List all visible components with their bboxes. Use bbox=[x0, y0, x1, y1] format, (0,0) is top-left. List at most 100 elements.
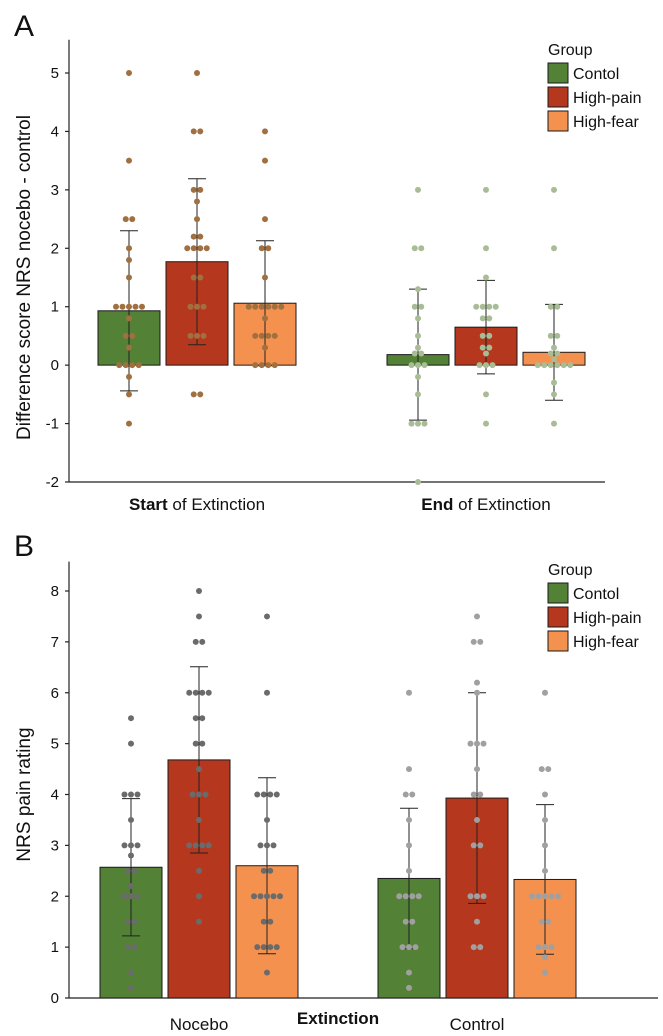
data-point bbox=[538, 918, 545, 925]
data-point bbox=[260, 867, 267, 874]
data-point bbox=[189, 791, 196, 798]
data-point bbox=[122, 332, 129, 339]
data-point bbox=[402, 918, 409, 925]
data-point bbox=[402, 791, 409, 798]
data-point bbox=[197, 233, 204, 240]
data-point bbox=[535, 893, 542, 900]
category-text-part: Nocebo bbox=[170, 1015, 229, 1034]
data-point bbox=[202, 791, 209, 798]
data-point bbox=[541, 362, 548, 369]
data-point bbox=[197, 391, 204, 398]
y-tick-label: 0 bbox=[51, 357, 59, 374]
data-point bbox=[260, 791, 267, 798]
data-point bbox=[205, 689, 212, 696]
data-point bbox=[270, 842, 277, 849]
data-point bbox=[262, 315, 268, 322]
data-point bbox=[258, 362, 265, 369]
data-point bbox=[196, 893, 202, 900]
data-point bbox=[551, 379, 557, 386]
data-point bbox=[474, 740, 480, 747]
data-point bbox=[134, 842, 141, 849]
data-point bbox=[122, 216, 129, 223]
data-point bbox=[265, 332, 272, 339]
data-point bbox=[260, 944, 267, 951]
data-point bbox=[192, 740, 199, 747]
data-point bbox=[196, 867, 202, 874]
legend-swatch bbox=[547, 582, 569, 604]
data-point bbox=[411, 303, 418, 310]
data-point bbox=[194, 216, 200, 223]
data-point bbox=[129, 332, 136, 339]
data-point bbox=[548, 944, 555, 951]
data-point bbox=[197, 186, 204, 193]
data-point bbox=[477, 944, 484, 951]
data-point bbox=[251, 893, 257, 900]
data-point bbox=[194, 198, 200, 205]
y-tick-label: 7 bbox=[51, 634, 59, 651]
data-point bbox=[121, 842, 128, 849]
y-tick-label: 5 bbox=[51, 65, 59, 82]
data-point bbox=[483, 245, 489, 252]
data-point bbox=[257, 842, 264, 849]
data-point bbox=[411, 350, 418, 357]
data-point bbox=[415, 332, 421, 339]
data-point bbox=[483, 362, 489, 369]
data-point bbox=[199, 689, 206, 696]
data-point bbox=[252, 362, 259, 369]
data-point bbox=[252, 332, 259, 339]
data-point bbox=[197, 274, 204, 281]
y-tick-label: -2 bbox=[46, 474, 59, 491]
legend-item-label: High-pain bbox=[573, 610, 641, 627]
data-point bbox=[258, 303, 265, 310]
data-point bbox=[262, 128, 268, 135]
data-point bbox=[199, 638, 206, 645]
data-point bbox=[128, 893, 134, 900]
data-point bbox=[406, 867, 412, 874]
data-point bbox=[474, 766, 480, 773]
chart-panel-a: A -2 -1 0 1 2 3 4 5 Difference score NRS nocebo -… bbox=[14, 10, 641, 514]
data-point bbox=[196, 816, 202, 823]
data-point bbox=[551, 186, 557, 193]
data-point bbox=[545, 918, 552, 925]
data-point bbox=[483, 350, 489, 357]
legend-swatch bbox=[547, 110, 569, 132]
data-point bbox=[554, 303, 561, 310]
data-point bbox=[126, 245, 132, 252]
data-point bbox=[406, 816, 412, 823]
data-point bbox=[196, 918, 202, 925]
data-point bbox=[415, 893, 422, 900]
data-point bbox=[467, 893, 474, 900]
data-point bbox=[542, 954, 548, 961]
data-point bbox=[542, 893, 548, 900]
data-point bbox=[124, 944, 131, 951]
data-point bbox=[542, 969, 548, 976]
data-point bbox=[128, 984, 134, 991]
data-point bbox=[134, 791, 141, 798]
legend-item-label: High-pain bbox=[573, 90, 641, 107]
x-category-label: End of Extinction bbox=[421, 495, 550, 514]
data-point bbox=[396, 893, 403, 900]
data-point bbox=[132, 303, 139, 310]
legend-title: Group bbox=[548, 42, 593, 59]
data-point bbox=[480, 740, 487, 747]
data-point bbox=[194, 70, 200, 76]
data-point bbox=[542, 944, 548, 951]
data-point bbox=[486, 303, 493, 310]
data-point bbox=[190, 128, 197, 135]
data-point bbox=[542, 867, 548, 874]
data-point bbox=[264, 689, 270, 696]
data-point bbox=[262, 274, 268, 281]
data-point bbox=[492, 303, 499, 310]
data-point bbox=[415, 362, 421, 369]
data-point bbox=[199, 715, 206, 722]
data-point bbox=[402, 893, 409, 900]
data-point bbox=[538, 766, 545, 773]
data-point bbox=[486, 332, 493, 339]
data-point bbox=[399, 944, 406, 951]
category-text-part: Control bbox=[450, 1015, 505, 1034]
data-point bbox=[421, 362, 428, 369]
data-point bbox=[265, 245, 272, 252]
data-point bbox=[131, 918, 138, 925]
data-point bbox=[474, 816, 480, 823]
data-point bbox=[271, 332, 278, 339]
